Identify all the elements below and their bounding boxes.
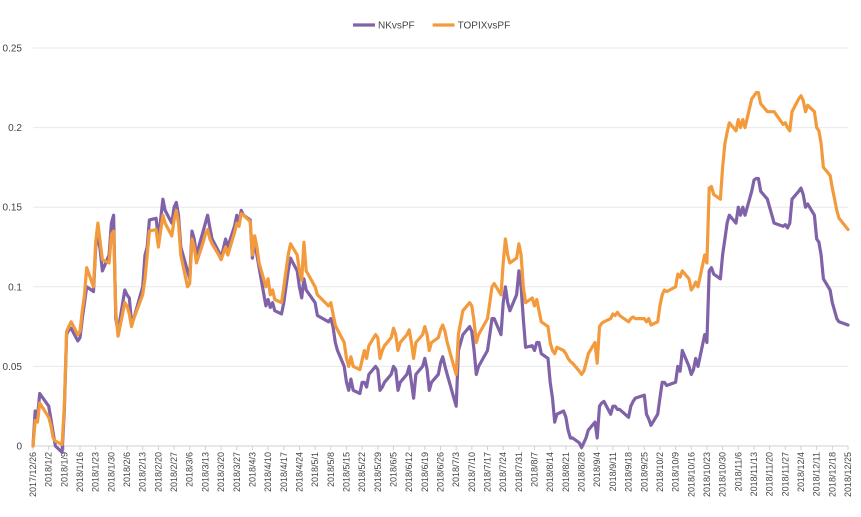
series-lines: [31, 91, 850, 454]
y-axis: 0 0.05 0.1 0.15 0.2 0.25: [3, 44, 23, 453]
x-tick-label: 2018/9/25: [639, 452, 649, 492]
x-tick-label: 2018/11/6: [733, 452, 743, 491]
y-tick-label: 0.2: [8, 123, 22, 134]
legend-item-nkvspf: NKvsPF: [353, 21, 415, 32]
x-tick-label: 2018/11/20: [765, 452, 775, 496]
x-tick-label: 2018/2/20: [153, 452, 163, 492]
y-tick-label: 0.25: [3, 44, 23, 55]
x-tick-label: 2018/8/14: [545, 452, 555, 492]
x-tick-label: 2018/1/23: [91, 452, 101, 492]
x-tick-label: 2018/8/21: [561, 452, 571, 492]
x-tick-label: 2018/10/30: [718, 452, 728, 497]
x-tick-label: 2018/4/17: [279, 452, 289, 492]
x-tick-label: 2018/5/8: [326, 452, 336, 487]
x-tick-label: 2018/9/18: [624, 452, 634, 492]
x-tick-label: 2018/3/13: [200, 452, 210, 492]
x-tick-label: 2018/2/13: [138, 452, 148, 492]
x-tick-label: 2018/10/23: [702, 452, 712, 497]
x-tick-label: 2018/5/1: [310, 452, 320, 487]
x-tick-label: 2018/2/27: [169, 452, 179, 492]
x-tick-label: 2018/6/19: [420, 452, 430, 492]
y-tick-label: 0.1: [8, 282, 22, 293]
legend-label: TOPIXvsPF: [458, 21, 511, 32]
x-tick-label: 2018/6/26: [436, 452, 446, 492]
x-tick-label: 2018/4/24: [294, 452, 304, 492]
legend-label: NKvsPF: [378, 21, 415, 32]
x-tick-label: 2018/7/24: [498, 452, 508, 492]
x-tick-label: 2018/7/10: [467, 452, 477, 492]
legend: NKvsPF TOPIXvsPF: [353, 21, 510, 32]
x-axis: 2017/12/26 2018/1/2 2018/1/9 2018/1/16 2018/…: [28, 445, 853, 497]
series-line-nkvspf: [31, 176, 850, 454]
x-tick-label: 2018/3/27: [232, 452, 242, 492]
x-tick-label: 2018/7/3: [451, 452, 461, 487]
x-tick-label: 2018/6/5: [388, 452, 398, 487]
x-tick-label: 2018/12/4: [796, 452, 806, 492]
x-tick-label: 2018/2/6: [122, 452, 132, 487]
x-tick-label: 2018/5/22: [357, 452, 367, 492]
x-tick-label: 2018/12/11: [812, 452, 822, 496]
x-tick-label: 2018/1/2: [44, 452, 54, 487]
y-tick-label: 0: [16, 442, 22, 453]
gridlines: [33, 47, 848, 447]
x-tick-label: 2018/10/16: [686, 452, 696, 497]
x-tick-label: 2018/12/18: [827, 452, 837, 497]
legend-item-topixvspf: TOPIXvsPF: [432, 21, 511, 32]
x-tick-label: 2018/10/2: [655, 452, 665, 492]
x-tick-label: 2018/9/4: [592, 452, 602, 487]
x-tick-label: 2018/12/25: [843, 452, 853, 497]
x-tick-label: 2018/1/30: [106, 452, 116, 492]
x-tick-label: 2018/7/17: [483, 452, 493, 492]
y-tick-label: 0.05: [3, 362, 23, 373]
x-tick-label: 2018/3/6: [185, 452, 195, 487]
x-tick-label: 2018/8/28: [577, 452, 587, 492]
x-tick-label: 2018/4/10: [263, 452, 273, 492]
x-tick-label: 2018/5/15: [341, 452, 351, 492]
series-line-topixvspf: [31, 91, 850, 448]
x-tick-label: 2017/12/26: [28, 452, 38, 497]
y-tick-label: 0.15: [3, 203, 23, 214]
x-tick-label: 2018/9/11: [608, 452, 618, 491]
x-tick-label: 2018/7/31: [514, 452, 524, 492]
x-tick-label: 2018/1/9: [59, 452, 69, 487]
x-tick-label: 2018/6/12: [404, 452, 414, 492]
x-tick-label: 2018/10/9: [671, 452, 681, 492]
x-tick-label: 2018/1/16: [75, 452, 85, 492]
x-tick-label: 2018/4/3: [247, 452, 257, 487]
x-tick-label: 2018/11/27: [780, 452, 790, 496]
x-tick-label: 2018/3/20: [216, 452, 226, 492]
x-tick-label: 2018/11/13: [749, 452, 759, 496]
x-tick-label: 2018/8/7: [530, 452, 540, 487]
x-tick-label: 2018/5/29: [373, 452, 383, 492]
